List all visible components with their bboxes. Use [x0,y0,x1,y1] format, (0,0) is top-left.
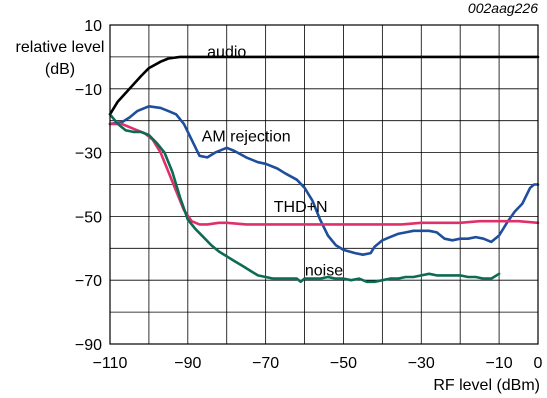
x-axis-label: RF level (dBm) [433,377,540,394]
series-line-am-rejection [108,105,540,256]
series-label-audio: audio [207,44,246,61]
x-tick-label: −90 [174,355,201,372]
x-tick-label: −110 [93,355,128,372]
x-tick-label: −50 [330,355,357,372]
reference-code: 002aag226 [468,0,538,16]
x-tick-label: −30 [408,355,435,372]
series-label-thd-n: THD+N [274,199,328,216]
x-tick-label: −10 [486,355,513,372]
x-tick-label: −70 [252,355,279,372]
y-tick-label: −10 [75,82,102,99]
y-tick-label: 10 [84,18,102,35]
y-tick-label: −30 [75,146,102,163]
series-label-noise: noise [305,263,343,280]
y-axis-label-line1: relative level [16,39,105,56]
series-line-audio [108,55,540,116]
y-tick-label: −90 [75,337,102,354]
series-line-thd-n [108,122,540,226]
plot-border [109,24,539,345]
y-tick-label: −50 [75,209,102,226]
x-tick-label: 0 [534,355,543,372]
series-labels: audio AM rejection THD+N noise [202,44,344,280]
series-line-noise [108,113,501,284]
series-label-am-rejection: AM rejection [202,129,291,146]
y-tick-label: −70 [75,273,102,290]
series-group [108,55,540,284]
plot-frame [109,24,539,345]
y-axis-label-line2: (dB) [45,61,75,78]
